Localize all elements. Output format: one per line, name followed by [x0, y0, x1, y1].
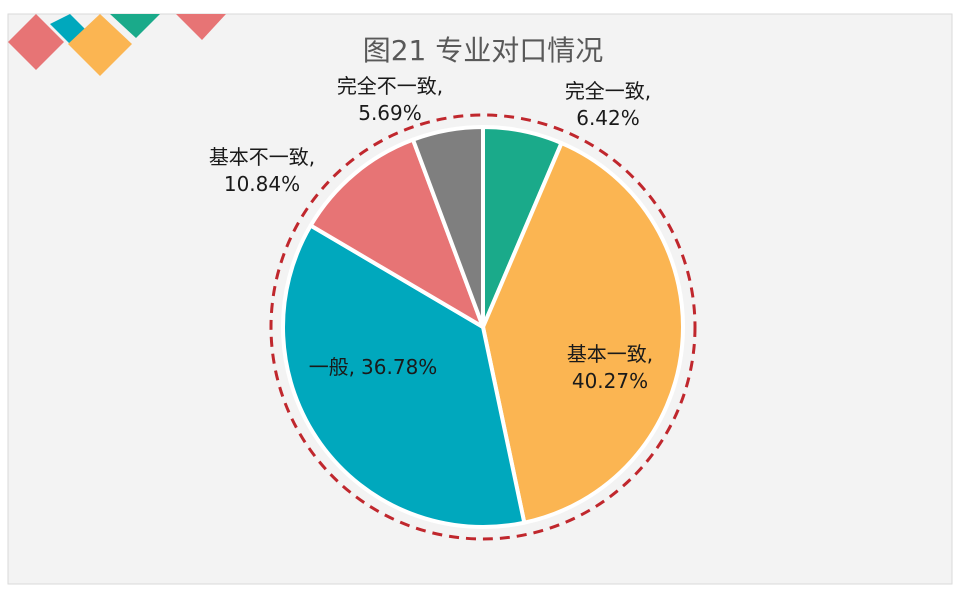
pie-slice	[411, 125, 485, 329]
diamond	[8, 14, 64, 70]
label-category: 完全不一致,	[337, 74, 443, 98]
pie-slice	[281, 223, 527, 529]
label-value: 36.78%	[361, 355, 437, 379]
label-value: 5.69%	[358, 101, 422, 125]
data-label: 一般, 36.78%	[309, 355, 438, 379]
label-category: 基本不一致,	[209, 145, 315, 169]
data-label: 完全不一致, 5.69%	[337, 74, 443, 125]
label-category: 基本一致,	[567, 342, 653, 366]
pie-slice	[308, 137, 485, 329]
labels: 完全一致, 6.42% 基本一致, 40.27% 一般, 36.78% 基本不一致, 10.8…	[209, 74, 653, 393]
diamond	[176, 14, 226, 40]
decoration	[8, 14, 226, 76]
data-label: 完全一致, 6.42%	[565, 79, 651, 130]
data-label: 基本一致, 40.27%	[567, 342, 653, 393]
dashed-ring	[269, 113, 697, 541]
chart-title: 图21 专业对口情况	[363, 34, 604, 67]
label-value: 10.84%	[224, 172, 300, 196]
label-value: 40.27%	[572, 369, 648, 393]
label-value: 6.42%	[576, 106, 640, 130]
label-category: 一般,	[309, 355, 355, 379]
slices	[281, 125, 685, 529]
diamond	[68, 14, 132, 76]
data-label: 基本不一致, 10.84%	[209, 145, 315, 196]
label-category: 完全一致,	[565, 79, 651, 103]
pie-slice	[481, 141, 685, 525]
diamond	[110, 14, 160, 38]
